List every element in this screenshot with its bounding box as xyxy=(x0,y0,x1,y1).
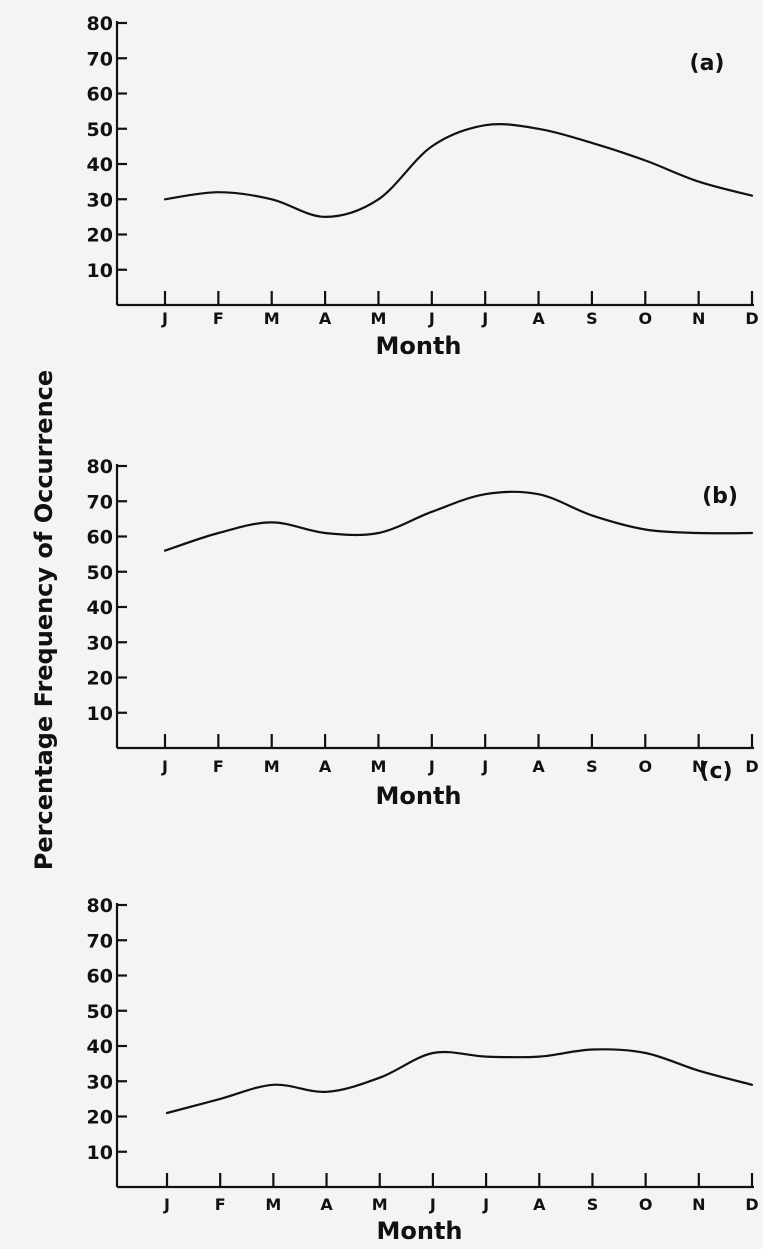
chart-panels: 80 70 60 50 40 30 20 10 J F M A M J J A S O N D Month (a) 80 70… xyxy=(87,13,759,1245)
x-tick-label: D xyxy=(745,309,758,328)
x-tick-label: A xyxy=(532,309,545,328)
x-tick-label: M xyxy=(370,757,386,776)
y-tick-label: 70 xyxy=(87,48,113,70)
x-tick-label: J xyxy=(428,757,435,776)
x-tick-label: M xyxy=(372,1195,388,1214)
y-tick-label: 60 xyxy=(87,527,113,549)
x-tick-label: A xyxy=(319,309,332,328)
y-tick-label: 20 xyxy=(87,225,113,247)
x-tick-label: N xyxy=(692,309,705,328)
x-tick-label: J xyxy=(482,1195,489,1214)
y-tick-label: 30 xyxy=(87,1071,113,1093)
y-tick-label: 80 xyxy=(87,895,113,917)
y-tick-label: 80 xyxy=(87,13,113,35)
series-line xyxy=(163,490,754,552)
x-tick-label: S xyxy=(586,757,598,776)
y-tick-label: 70 xyxy=(87,930,113,952)
x-tick-label: A xyxy=(319,757,332,776)
x-tick-label: S xyxy=(586,309,598,328)
x-tick-label: J xyxy=(429,1195,436,1214)
series-line xyxy=(163,123,754,218)
y-tick-label: 50 xyxy=(87,119,113,141)
x-axis-title: Month xyxy=(376,1217,462,1245)
x-tick-label: O xyxy=(638,309,652,328)
y-tick-label: 10 xyxy=(87,260,113,282)
y-tick-label: 30 xyxy=(87,189,113,211)
x-tick-label: J xyxy=(481,309,488,328)
x-tick-label: F xyxy=(215,1195,226,1214)
y-tick-label: 60 xyxy=(87,84,113,106)
y-axis-title: Percentage Frequency of Occurrence xyxy=(30,370,58,870)
y-tick-label: 10 xyxy=(87,703,113,725)
x-tick-label: N xyxy=(692,757,705,776)
x-tick-label: O xyxy=(639,1195,653,1214)
series-line xyxy=(165,1048,754,1115)
x-tick-label: J xyxy=(161,757,168,776)
y-tick-label: 40 xyxy=(87,1036,113,1058)
x-tick-label: A xyxy=(533,1195,546,1214)
y-tick-label: 10 xyxy=(87,1142,113,1164)
x-tick-label: M xyxy=(264,309,280,328)
x-tick-label: A xyxy=(532,757,545,776)
x-tick-label: J xyxy=(428,309,435,328)
x-tick-label: J xyxy=(163,1195,170,1214)
chart-panel-a: 80 70 60 50 40 30 20 10 J F M A M J J A S O N D Month (a) xyxy=(87,13,759,360)
x-tick-label: F xyxy=(213,309,224,328)
y-tick-label: 70 xyxy=(87,491,113,513)
y-tick-label: 40 xyxy=(87,154,113,176)
chart-panel-c: 80 70 60 50 40 30 20 10 J F M A M J J A S O N D Month (c) xyxy=(87,759,759,1245)
y-tick-label: 40 xyxy=(87,597,113,619)
x-tick-label: N xyxy=(692,1195,705,1214)
x-tick-label: M xyxy=(265,1195,281,1214)
x-tick-label: M xyxy=(370,309,386,328)
y-tick-label: 30 xyxy=(87,632,113,654)
y-tick-label: 80 xyxy=(87,456,113,478)
panel-label: (c) xyxy=(699,759,732,784)
x-tick-label: A xyxy=(320,1195,333,1214)
x-tick-label: D xyxy=(745,757,758,776)
y-tick-label: 20 xyxy=(87,668,113,690)
x-axis-title: Month xyxy=(375,782,461,810)
x-tick-label: O xyxy=(638,757,652,776)
y-tick-label: 50 xyxy=(87,562,113,584)
x-tick-label: J xyxy=(481,757,488,776)
y-tick-label: 60 xyxy=(87,966,113,988)
x-axis-title: Month xyxy=(375,332,461,360)
y-tick-label: 50 xyxy=(87,1001,113,1023)
panel-label: (b) xyxy=(702,484,738,509)
y-tick-label: 20 xyxy=(87,1107,113,1129)
chart-panel-b: 80 70 60 50 40 30 20 10 J F M A M J J A S O N D Month (b) xyxy=(87,456,759,810)
x-tick-label: D xyxy=(745,1195,758,1214)
x-tick-label: S xyxy=(587,1195,599,1214)
x-tick-label: F xyxy=(213,757,224,776)
x-tick-label: J xyxy=(161,309,168,328)
panel-label: (a) xyxy=(690,51,725,76)
x-tick-label: M xyxy=(264,757,280,776)
